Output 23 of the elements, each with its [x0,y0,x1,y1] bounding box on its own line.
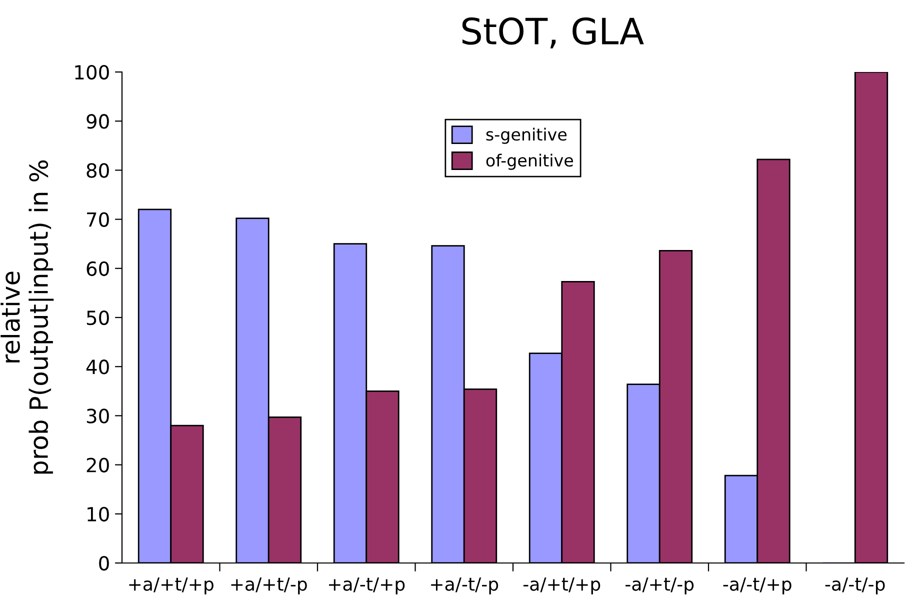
legend-label: s-genitive [486,128,567,144]
y-tick-label: 40 [86,360,109,374]
y-tick-label: 50 [86,310,109,326]
legend-label: of-genitive [486,154,574,170]
y-tick-label: 0 [99,556,109,571]
x-tick-label: +a/-t/-p [431,577,498,594]
y-tick-label: 90 [86,114,109,129]
x-tick-label: +a/-t/+p [329,577,405,594]
y-axis-title: relative prob P(output|input) in % [0,160,54,474]
y-tick-label: 30 [86,408,109,424]
x-tick-label: +a/+t/-p [231,577,307,594]
chart-title: StOT, GLA [462,17,644,48]
x-tick-label: -a/+t/-p [626,577,694,594]
x-tick-label: -a/+t/+p [523,577,600,594]
y-tick-label: 60 [86,261,109,276]
y-tick-label: 70 [87,212,109,227]
y-tick-label: 100 [75,64,109,80]
x-tick-label: -a/-t/-p [825,577,885,594]
x-tick-label: +a/+t/+p [129,577,214,594]
y-tick-label: 10 [88,506,109,522]
y-tick-label: 20 [86,458,109,472]
y-tick-label: 80 [86,163,109,178]
x-tick-label: -a/-t/+p [723,577,792,594]
